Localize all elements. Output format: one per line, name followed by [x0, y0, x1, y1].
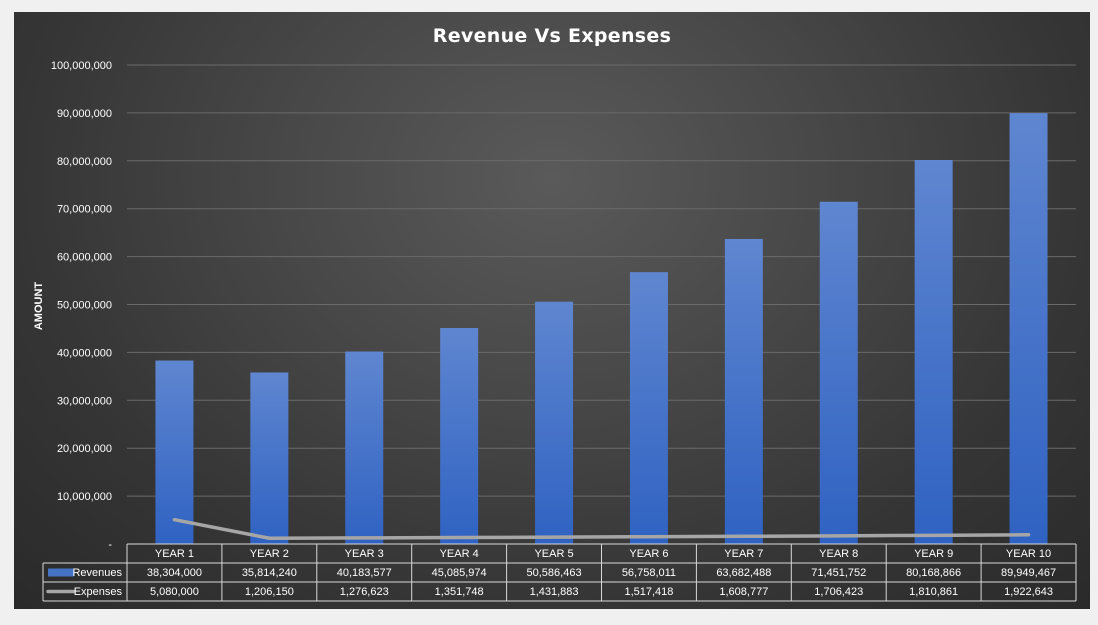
- revenue-bar: [440, 328, 479, 544]
- y-tick-label: 70,000,000: [57, 204, 112, 216]
- table-data-label: 1,276,623: [340, 586, 389, 598]
- legend-key-revenues: [48, 568, 74, 577]
- y-tick-label: 20,000,000: [57, 443, 112, 455]
- table-data-label: 63,682,488: [716, 567, 771, 579]
- table-data-label: 38,304,000: [147, 567, 202, 579]
- y-tick-label: 40,000,000: [57, 347, 112, 359]
- y-tick-label: 50,000,000: [57, 300, 112, 312]
- legend-label: Expenses: [74, 586, 123, 598]
- y-axis-label: AMOUNT: [33, 282, 45, 331]
- revenue-bar: [819, 201, 858, 545]
- table-category-label: YEAR 1: [155, 548, 194, 560]
- y-tick-label: 60,000,000: [57, 252, 112, 264]
- table-data-label: 40,183,577: [337, 567, 392, 579]
- legend-label: Revenues: [72, 567, 122, 579]
- table-data-label: 50,586,463: [527, 567, 582, 579]
- table-data-label: 80,168,866: [906, 567, 961, 579]
- y-tick-label: 80,000,000: [57, 156, 112, 168]
- table-category-label: YEAR 3: [345, 548, 384, 560]
- revenue-bar: [724, 238, 763, 544]
- chart-svg: Revenue Vs Expenses AMOUNT - 10,000,000 20…: [33, 25, 1077, 602]
- table-data-label: 45,085,974: [432, 567, 487, 579]
- table-category-label: YEAR 4: [440, 548, 479, 560]
- table-category-label: YEAR 8: [819, 548, 858, 560]
- revenue-bar: [914, 159, 953, 544]
- table-data-label: 1,608,777: [719, 586, 768, 598]
- y-tick-label: -: [108, 539, 112, 551]
- table-data-label: 5,080,000: [150, 586, 199, 598]
- table-data-label: 1,431,883: [530, 586, 579, 598]
- table-data-label: 1,517,418: [624, 586, 673, 598]
- table-data-label: 1,922,643: [1004, 586, 1053, 598]
- table-category-label: YEAR 6: [629, 548, 668, 560]
- y-tick-label: 10,000,000: [57, 491, 112, 503]
- table-data-label: 35,814,240: [242, 567, 297, 579]
- chart-title: Revenue Vs Expenses: [433, 25, 671, 47]
- table-data-label: 71,451,752: [811, 567, 866, 579]
- table-data-label: 1,810,861: [909, 586, 958, 598]
- table-category-label: YEAR 5: [534, 548, 573, 560]
- table-category-label: YEAR 9: [914, 548, 953, 560]
- table-category-label: YEAR 2: [250, 548, 289, 560]
- y-tick-label: 90,000,000: [57, 108, 112, 120]
- revenue-bar: [1009, 113, 1048, 544]
- table-data-label: 89,949,467: [1001, 567, 1056, 579]
- revenue-bar: [535, 301, 574, 544]
- table-data-label: 1,351,748: [435, 586, 484, 598]
- expense-line: [172, 517, 1031, 540]
- revenue-bar: [155, 360, 194, 544]
- table-category-label: YEAR 10: [1006, 548, 1051, 560]
- chart-area: Revenue Vs Expenses AMOUNT - 10,000,000 20…: [14, 12, 1090, 609]
- y-tick-label: 100,000,000: [51, 60, 112, 72]
- data-table: YEAR 1 YEAR 2 YEAR 3 YEAR 4 YEAR 5 YEAR 6 YEAR…: [42, 543, 1077, 602]
- table-data-label: 56,758,011: [622, 567, 676, 579]
- expense-line-path: [172, 517, 1031, 540]
- revenue-bar: [345, 351, 384, 544]
- y-axis-ticks: - 10,000,000 20,000,000 30,000,000 40,000,00…: [51, 60, 113, 551]
- table-category-label: YEAR 7: [724, 548, 763, 560]
- revenue-bar: [250, 372, 289, 544]
- y-tick-label: 30,000,000: [57, 395, 112, 407]
- table-data-label: 1,206,150: [245, 586, 294, 598]
- table-data-label: 1,706,423: [814, 586, 863, 598]
- revenue-bars: [155, 113, 1048, 545]
- revenue-bar: [629, 272, 668, 544]
